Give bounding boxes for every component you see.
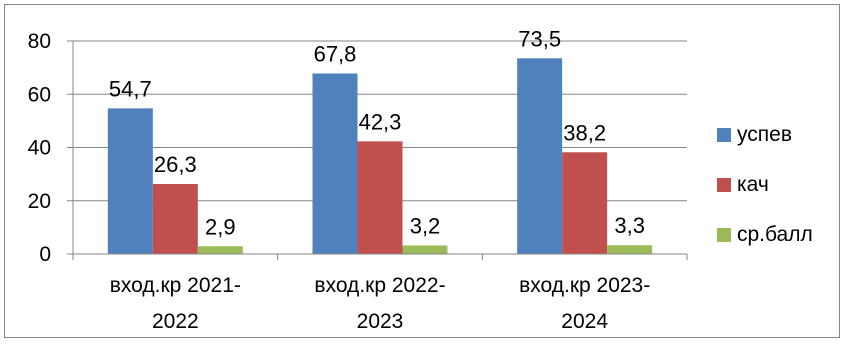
legend-label: успев [737,123,792,146]
axes: 0 20 40 60 80 вход.кр 2021- 2022 вход.кр 2022- 2… [28,30,688,333]
data-label: 26,3 [154,152,197,177]
legend-label: кач [737,173,769,196]
bar-успев [107,108,153,254]
x-category-label: 2023 [357,310,404,333]
data-label: 73,5 [518,26,561,51]
bar-кач [357,141,403,254]
data-label: 67,8 [314,41,357,66]
legend-swatch [717,128,731,142]
bar-успев [517,58,563,255]
bar-ср.балл [607,245,653,254]
bar-кач [562,152,608,254]
y-tick-label: 20 [28,190,51,213]
bar-ср.балл [402,245,448,254]
bars [107,58,653,255]
data-label: 54,7 [109,76,152,101]
x-category-label: 2024 [561,310,608,333]
x-category-label: вход.кр 2022- [314,274,445,297]
y-tick-label: 80 [28,30,51,53]
data-label: 3,2 [410,213,441,238]
chart-frame: 0 20 40 60 80 вход.кр 2021- 2022 вход.кр 2022- 2… [4,4,840,338]
bar-кач [152,183,198,254]
chart-svg: 0 20 40 60 80 вход.кр 2021- 2022 вход.кр 2022- 2… [28,26,813,333]
bar-ср.балл [197,246,243,254]
data-label: 38,2 [563,120,606,145]
x-category-label: вход.кр 2021- [110,274,241,297]
y-tick-label: 60 [28,83,51,106]
y-tick-label: 0 [39,243,51,266]
data-label: 3,3 [614,213,645,238]
x-category-label: 2022 [152,310,199,333]
x-category-label: вход.кр 2023- [519,274,650,297]
legend-swatch [717,178,731,192]
data-label: 42,3 [359,109,402,134]
legend-swatch [717,228,731,242]
bar-успев [312,73,358,254]
legend-label: ср.балл [737,223,813,246]
data-label: 2,9 [205,214,236,239]
data-labels: 54,7 26,3 2,9 67,8 42,3 3,2 73,5 38,2 3,3 [109,26,645,239]
legend: успев кач ср.балл [717,123,813,246]
y-tick-label: 40 [28,137,51,160]
